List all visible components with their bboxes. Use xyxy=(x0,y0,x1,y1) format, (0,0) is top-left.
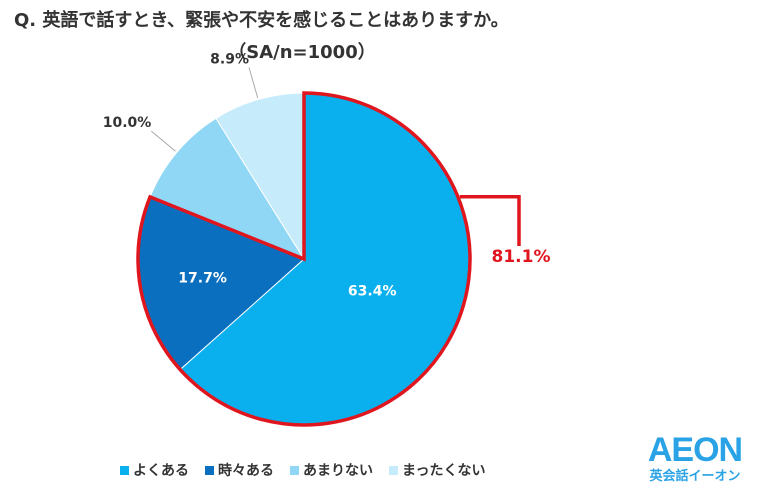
pie-slice-3 xyxy=(215,92,305,261)
leader-line-3 xyxy=(248,67,259,99)
legend-swatch-3 xyxy=(389,465,398,475)
value-label-1: 17.7% xyxy=(178,271,227,287)
legend-item-3: まったくない xyxy=(389,460,485,480)
legend-swatch-1 xyxy=(205,465,214,475)
chart-legend: よくある 時々ある あまりない まったくない xyxy=(120,460,485,480)
chart-subtitle: （SA/n=1000） xyxy=(228,42,376,63)
legend-item-1: 時々ある xyxy=(205,460,274,480)
legend-label-3: まったくない xyxy=(402,463,486,479)
logo-subtext: 英会話イーオン xyxy=(649,468,741,483)
aeon-logo: AEON 英会話イーオン xyxy=(641,432,749,484)
logo-mark: AEON xyxy=(647,431,743,469)
pie-slice-2 xyxy=(149,117,306,261)
legend-swatch-0 xyxy=(120,465,129,475)
value-label-0: 63.4% xyxy=(348,284,397,300)
legend-label-2: あまりない xyxy=(303,463,373,479)
value-label-3: 8.9% xyxy=(210,52,249,68)
leader-line-2 xyxy=(150,130,176,152)
highlight-bracket xyxy=(459,195,521,246)
highlight-total-label: 81.1% xyxy=(492,247,551,267)
chart-title: Q. 英語で話すとき、緊張や不安を感じることはありますか。 xyxy=(14,10,509,31)
legend-item-2: あまりない xyxy=(290,460,373,480)
legend-label-0: よくある xyxy=(133,463,189,479)
legend-swatch-2 xyxy=(290,465,299,475)
highlight-outline xyxy=(136,91,472,427)
value-label-2: 10.0% xyxy=(103,115,152,131)
legend-item-0: よくある xyxy=(120,460,189,480)
legend-label-1: 時々ある xyxy=(218,463,274,479)
